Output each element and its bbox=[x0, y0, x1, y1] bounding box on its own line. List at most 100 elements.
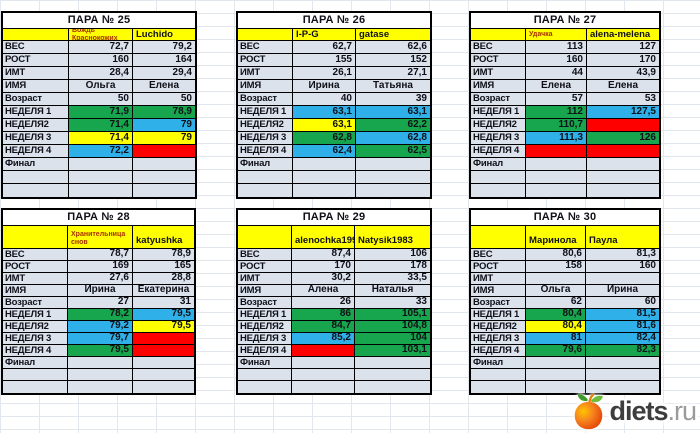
value-cell[interactable]: 27,1 bbox=[407, 67, 427, 78]
value-cell[interactable]: 71,4 bbox=[69, 119, 133, 131]
player-nickname[interactable]: Удачка bbox=[526, 29, 587, 40]
value-cell[interactable]: 169 bbox=[68, 261, 133, 272]
value-cell[interactable] bbox=[133, 333, 194, 344]
row-label[interactable]: НЕДЕЛЯ 1 bbox=[471, 309, 526, 320]
row-label[interactable]: НЕДЕЛЯ 4 bbox=[238, 145, 293, 157]
value-cell[interactable]: 27 bbox=[68, 297, 133, 308]
value-cell[interactable]: 86 bbox=[292, 309, 355, 320]
value-cell[interactable] bbox=[133, 171, 195, 183]
value-cell[interactable]: 79,6 bbox=[526, 345, 586, 356]
row-label[interactable]: Возраст bbox=[238, 297, 292, 308]
value-cell[interactable]: Татьяна bbox=[373, 80, 413, 91]
value-cell[interactable] bbox=[355, 369, 430, 380]
value-cell[interactable]: 62,8 bbox=[293, 132, 356, 144]
table-title[interactable]: ПАРА № 30 bbox=[471, 210, 659, 225]
value-cell[interactable] bbox=[133, 345, 194, 356]
value-cell[interactable]: 106 bbox=[410, 249, 427, 260]
value-cell[interactable] bbox=[133, 357, 194, 368]
player-nickname[interactable]: Вождь Краснокожих bbox=[69, 29, 133, 40]
value-cell[interactable]: 160 bbox=[526, 54, 587, 66]
value-cell[interactable] bbox=[68, 381, 133, 393]
value-cell[interactable]: 62,5 bbox=[356, 145, 430, 157]
value-cell[interactable] bbox=[69, 171, 133, 183]
value-cell[interactable] bbox=[293, 158, 356, 170]
names-row-corner-cell[interactable] bbox=[238, 226, 292, 248]
value-cell[interactable] bbox=[292, 345, 355, 356]
row-label[interactable]: ВЕС bbox=[238, 41, 293, 53]
value-cell[interactable]: 79,7 bbox=[68, 333, 133, 344]
table-title[interactable]: ПАРА № 26 bbox=[238, 13, 430, 28]
value-cell[interactable]: 31 bbox=[179, 297, 191, 308]
names-row-corner-cell[interactable] bbox=[238, 29, 293, 40]
row-label[interactable]: ИМЯ bbox=[238, 80, 293, 92]
value-cell[interactable] bbox=[526, 184, 587, 197]
row-label[interactable]: ВЕС bbox=[471, 249, 526, 260]
row-label[interactable]: ВЕС bbox=[3, 41, 69, 53]
row-label[interactable]: ИМТ bbox=[3, 67, 69, 79]
value-cell[interactable] bbox=[356, 171, 430, 183]
row-label[interactable]: РОСТ bbox=[471, 261, 526, 272]
value-cell[interactable]: 81 bbox=[526, 333, 586, 344]
value-cell[interactable]: Наталья bbox=[371, 285, 414, 296]
value-cell[interactable]: 110,7 bbox=[526, 119, 587, 131]
row-label[interactable]: НЕДЕЛЯ 3 bbox=[471, 132, 526, 144]
value-cell[interactable]: 105,1 bbox=[355, 309, 430, 320]
row-label[interactable]: ИМЯ bbox=[3, 285, 68, 296]
value-cell[interactable] bbox=[526, 158, 587, 170]
row-label[interactable]: ВЕС bbox=[3, 249, 68, 260]
row-label[interactable]: Финал bbox=[471, 158, 526, 170]
row-label[interactable]: ИМЯ bbox=[471, 285, 526, 296]
row-label[interactable]: Финал bbox=[3, 158, 69, 170]
value-cell[interactable] bbox=[586, 357, 659, 368]
value-cell[interactable]: 33 bbox=[415, 297, 427, 308]
value-cell[interactable]: 79,2 bbox=[68, 321, 133, 332]
value-cell[interactable]: 40 bbox=[293, 93, 356, 105]
row-label[interactable] bbox=[471, 171, 526, 183]
value-cell[interactable]: 126 bbox=[587, 132, 659, 144]
row-label[interactable] bbox=[238, 184, 293, 197]
player-nickname[interactable]: Маринола bbox=[526, 226, 586, 248]
row-label[interactable]: НЕДЕЛЯ 4 bbox=[3, 345, 68, 356]
value-cell[interactable]: 62,6 bbox=[407, 41, 427, 52]
row-label[interactable]: НЕДЕЛЯ 4 bbox=[471, 145, 526, 157]
value-cell[interactable]: 127 bbox=[639, 41, 656, 52]
value-cell[interactable]: 62 bbox=[526, 297, 586, 308]
value-cell[interactable]: Ольга bbox=[526, 285, 586, 296]
value-cell[interactable]: Ирина bbox=[68, 285, 133, 296]
row-label[interactable]: ИМТ bbox=[3, 273, 68, 284]
row-label[interactable]: НЕДЕЛЯ 3 bbox=[3, 132, 69, 144]
value-cell[interactable]: 104,8 bbox=[355, 321, 430, 332]
value-cell[interactable] bbox=[587, 145, 659, 157]
row-label[interactable]: Возраст bbox=[3, 297, 68, 308]
row-label[interactable]: ИМЯ bbox=[3, 80, 69, 92]
table-title[interactable]: ПАРА № 25 bbox=[3, 13, 195, 28]
row-label[interactable] bbox=[471, 369, 526, 380]
value-cell[interactable]: 165 bbox=[174, 261, 191, 272]
row-label[interactable] bbox=[471, 184, 526, 197]
row-label[interactable]: ИМЯ bbox=[471, 80, 526, 92]
row-label[interactable]: НЕДЕЛЯ 3 bbox=[471, 333, 526, 344]
value-cell[interactable]: 127,5 bbox=[587, 106, 659, 118]
value-cell[interactable] bbox=[292, 357, 355, 368]
row-label[interactable]: Возраст bbox=[471, 297, 526, 308]
value-cell[interactable]: 79,5 bbox=[68, 345, 133, 356]
value-cell[interactable]: 170 bbox=[639, 54, 656, 65]
value-cell[interactable]: 33,5 bbox=[407, 273, 427, 284]
row-label[interactable] bbox=[3, 381, 68, 393]
row-label[interactable]: ИМТ bbox=[238, 67, 293, 79]
value-cell[interactable]: 50 bbox=[180, 93, 192, 104]
value-cell[interactable]: 28,8 bbox=[171, 273, 191, 284]
value-cell[interactable]: 158 bbox=[526, 261, 586, 272]
value-cell[interactable]: Елена bbox=[607, 80, 639, 91]
row-label[interactable]: Финал bbox=[471, 357, 526, 368]
value-cell[interactable]: 111,3 bbox=[526, 132, 587, 144]
row-label[interactable]: НЕДЕЛЯ2 bbox=[3, 321, 68, 332]
row-label[interactable]: НЕДЕЛЯ 1 bbox=[238, 309, 292, 320]
value-cell[interactable]: 57 bbox=[526, 93, 587, 105]
value-cell[interactable] bbox=[526, 369, 586, 380]
value-cell[interactable] bbox=[587, 119, 659, 131]
value-cell[interactable]: 62,4 bbox=[293, 145, 356, 157]
value-cell[interactable]: 44 bbox=[526, 67, 587, 79]
value-cell[interactable]: Ирина bbox=[293, 80, 356, 92]
row-label[interactable]: НЕДЕЛЯ 1 bbox=[3, 309, 68, 320]
